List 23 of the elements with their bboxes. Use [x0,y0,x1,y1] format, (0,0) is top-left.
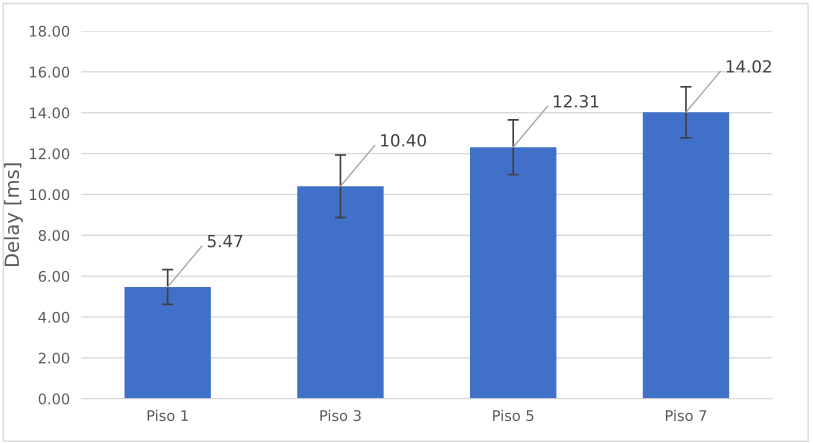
data-label: 5.47 [208,234,242,248]
bar [470,147,556,399]
x-tick-label: Piso 1 [148,410,188,422]
y-tick-label: 16.00 [30,66,70,78]
x-tick-label: Piso 7 [666,410,706,422]
y-tick-label: 8.00 [38,230,70,242]
y-tick-label: 12.00 [30,148,70,160]
data-label: 14.02 [726,60,771,73]
y-axis-title: Delay [ms] [4,163,23,266]
bar [297,186,384,399]
y-tick-label: 10.00 [30,189,70,200]
y-tick-label: 2.00 [38,352,70,364]
data-label: 12.31 [554,95,598,108]
bar [124,286,211,399]
bar [642,112,730,399]
y-tick-label: 0.00 [38,393,70,404]
y-tick-label: 4.00 [38,312,70,323]
data-label: 10.40 [381,134,426,147]
y-tick-label: 6.00 [38,270,70,282]
x-tick-label: Piso 5 [493,410,534,422]
y-tick-label: 14.00 [30,107,70,118]
x-tick-label: Piso 3 [320,410,361,422]
y-tick-label: 18.00 [30,26,70,37]
